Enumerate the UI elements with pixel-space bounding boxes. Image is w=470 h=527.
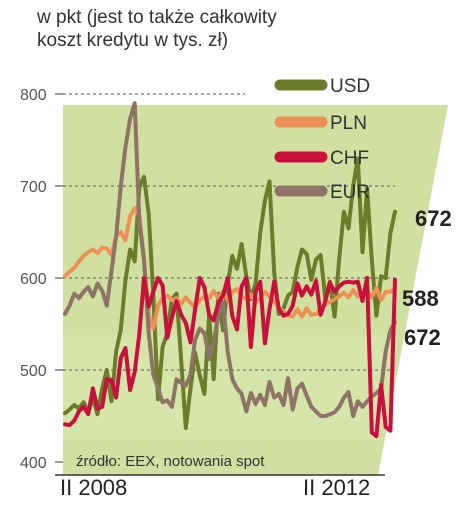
y-tick-label: 600 <box>20 271 47 288</box>
y-axis: 400 500 600 700 800 <box>20 87 63 472</box>
legend: USD PLN CHF EUR <box>274 76 370 203</box>
chart-subtitle: w pkt (jest to także całkowity koszt kre… <box>37 7 277 51</box>
series-line-eur <box>63 101 397 418</box>
source-note: źródło: EEX, notowania spot <box>76 453 265 470</box>
y-tick-label: 800 <box>20 87 47 104</box>
legend-label-eur: EUR <box>330 182 370 203</box>
end-label-usd: 672 <box>415 206 452 231</box>
x-tick-label-start: II 2008 <box>60 475 127 500</box>
y-tick-label: 400 <box>20 455 47 472</box>
series-group <box>63 101 397 439</box>
x-tick-label-end: II 2012 <box>303 475 370 500</box>
y-tick-label: 500 <box>20 363 47 380</box>
legend-label-pln: PLN <box>330 113 367 134</box>
series-line-chf <box>63 276 397 439</box>
legend-label-usd: USD <box>330 76 370 97</box>
y-tick-label: 700 <box>20 179 47 196</box>
legend-label-chf: CHF <box>330 148 369 169</box>
end-label-eur: 672 <box>404 325 441 350</box>
end-label-pln: 588 <box>402 286 439 311</box>
series-line-usd <box>63 156 397 430</box>
